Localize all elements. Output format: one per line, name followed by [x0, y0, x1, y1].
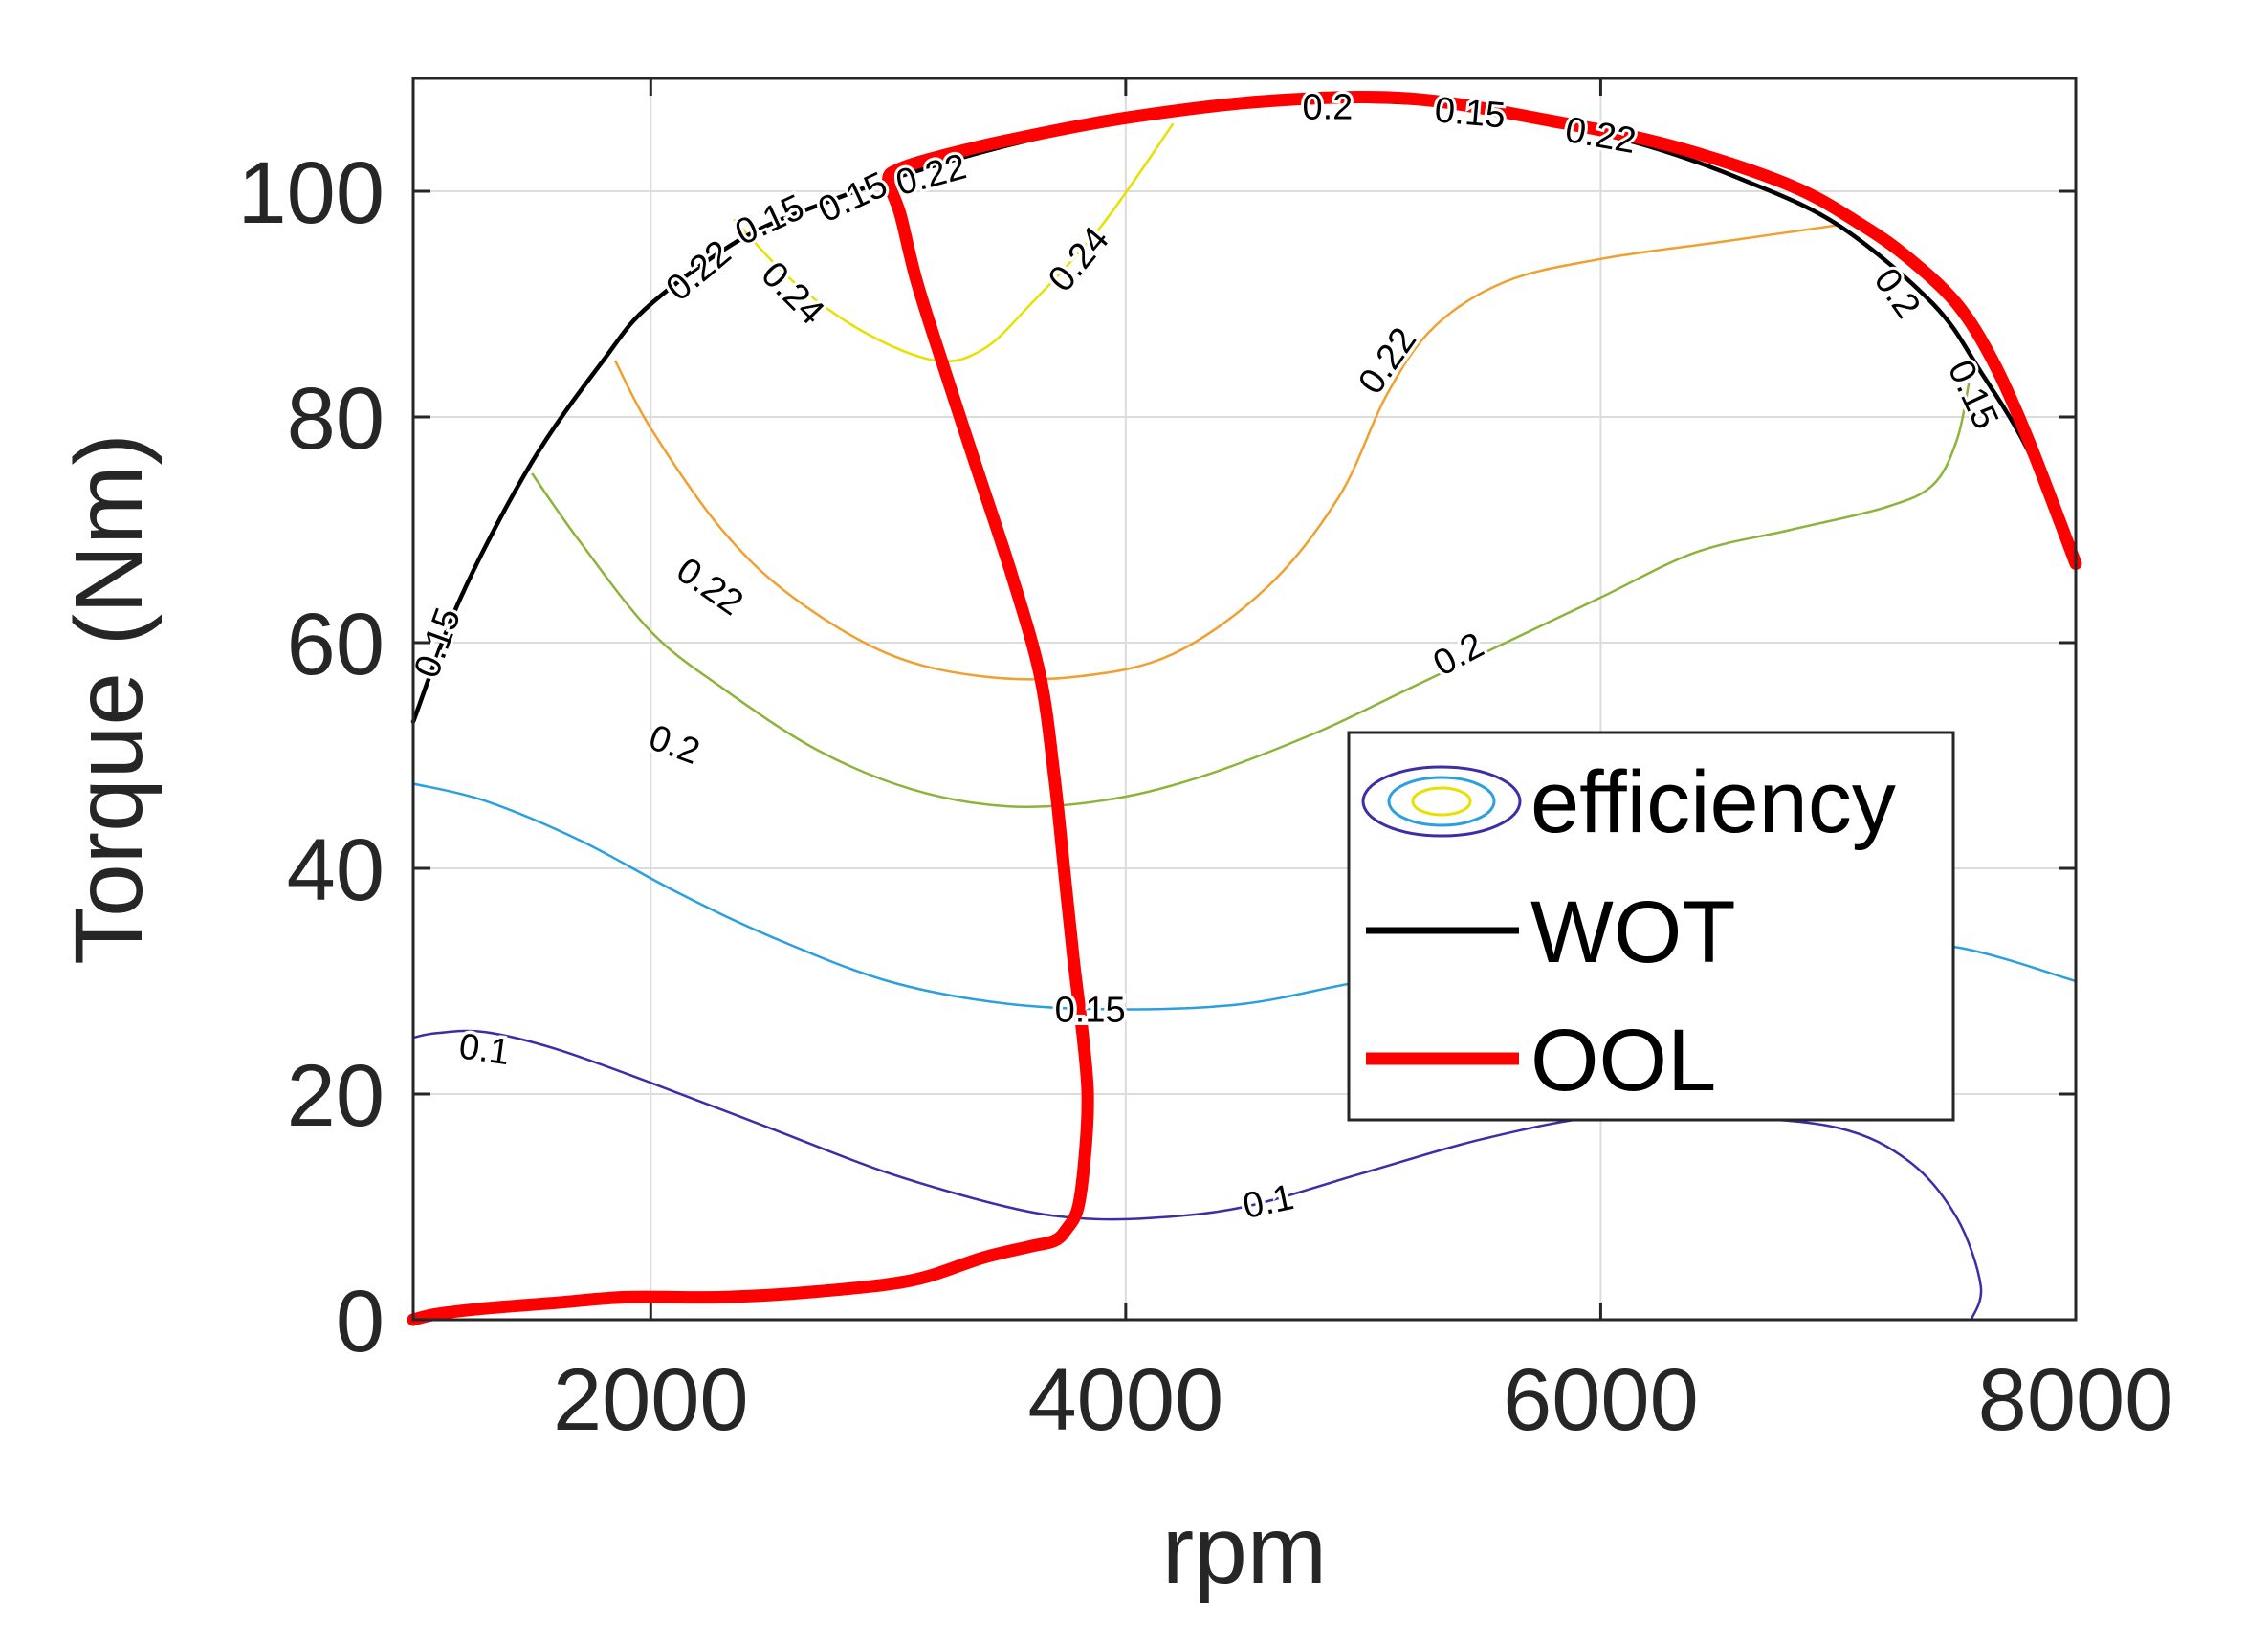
legend-entry-efficiency: efficiency: [1530, 754, 1896, 851]
axis-tick-labels: 2000 4000 6000 8000 0 20 40 60 80 100: [238, 144, 2174, 1449]
wot-contour-label: 0.15: [1433, 90, 1507, 136]
contour-label: 0.1: [456, 1026, 512, 1073]
contour-line-0-1: [412, 1029, 1983, 1321]
contour-label: 0.15: [1055, 991, 1126, 1031]
contour-line-0-24: [733, 122, 1175, 363]
axis-ticks: [413, 78, 2078, 1322]
wot-contour-label: 0.22: [1562, 110, 1639, 162]
y-tick-label: 60: [287, 596, 385, 693]
legend-entry-wot: WOT: [1530, 884, 1736, 981]
y-tick-label: 40: [287, 821, 385, 919]
contour-legend-ring: [1361, 765, 1522, 838]
wot-contour-label: 0.22: [892, 146, 970, 204]
y-axis-title: Torque (Nm): [55, 433, 163, 965]
y-tick-label: 0: [336, 1273, 385, 1370]
grid-lines: [413, 78, 2077, 1321]
wot-contour-label: 0.2: [1302, 88, 1353, 128]
contour-label: 0.24: [1041, 220, 1117, 300]
contour-legend-ring: [1387, 776, 1496, 827]
series-line-wot: [410, 99, 2079, 724]
contour-label: 0.22: [669, 550, 750, 624]
y-tick-label: 80: [287, 370, 385, 468]
contour-line-0-22: [613, 224, 1839, 681]
x-tick-label: 4000: [1028, 1351, 1224, 1449]
wot-contour-label: 0.15: [729, 187, 810, 253]
x-tick-label: 2000: [553, 1351, 749, 1449]
contour-legend-ring: [1411, 786, 1472, 817]
wot-contour-label: 0.22: [659, 233, 739, 310]
legend: efficiency WOT OOL: [1347, 731, 1955, 1122]
contour-legend-icon: [1361, 765, 1522, 838]
contour-label: 0.2: [644, 717, 705, 773]
legend-entry-ool: OOL: [1530, 1012, 1716, 1109]
contour-label: 0.24: [754, 254, 832, 333]
y-tick-label: 20: [287, 1047, 385, 1145]
x-tick-label: 8000: [1978, 1351, 2174, 1449]
x-tick-label: 6000: [1503, 1351, 1699, 1449]
contour-line-0-2: [531, 383, 1971, 808]
plot-area-frame: [411, 77, 2078, 1322]
contour-label: 0.1: [1240, 1177, 1297, 1227]
data-series: [407, 91, 2082, 1326]
x-axis-title: rpm: [1162, 1497, 1327, 1604]
y-tick-label: 100: [238, 144, 385, 242]
contour-label: 0.22: [1351, 320, 1424, 402]
wot-contour-label: 0.15: [812, 164, 893, 230]
series-line-ool: [407, 91, 2082, 1326]
